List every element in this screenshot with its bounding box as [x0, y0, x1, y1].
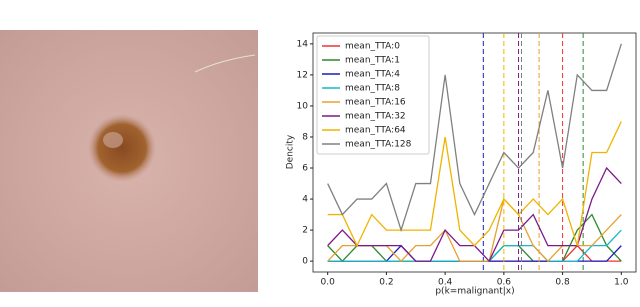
x-tick-label: 0.2 [379, 278, 393, 288]
x-tick-label: 1.0 [614, 278, 629, 288]
legend-box [316, 35, 430, 155]
x-axis-label: p(k=malignant|x) [435, 287, 514, 297]
y-tick-label: 8 [302, 132, 308, 142]
x-tick-label: 0.0 [321, 278, 336, 288]
y-axis-label: Dencity [286, 134, 296, 169]
legend-label: mean_TTA:8 [345, 84, 400, 94]
series-line [327, 244, 622, 262]
y-tick-label: 14 [297, 39, 309, 49]
y-tick-label: 12 [297, 70, 308, 80]
axes-frame [312, 32, 637, 273]
skin-photo [0, 30, 258, 292]
legend-label: mean_TTA:1 [345, 56, 400, 66]
y-tick-label: 4 [302, 195, 308, 205]
y-tick-label: 6 [302, 164, 308, 174]
series-line [327, 121, 622, 248]
legend-label: mean_TTA:0 [345, 42, 400, 52]
series-line [327, 43, 622, 233]
series-line [327, 213, 622, 263]
x-tick-label: 0.6 [497, 278, 512, 288]
legend-label: mean_TTA:4 [345, 70, 400, 80]
y-tick-label: 10 [297, 101, 309, 111]
legend-label: mean_TTA:32 [345, 112, 406, 122]
x-tick-label: 0.4 [438, 278, 453, 288]
y-tick-label: 0 [302, 257, 308, 267]
x-tick-label: 0.8 [555, 278, 570, 288]
y-tick-label: 2 [302, 226, 308, 236]
series-line [327, 244, 622, 262]
legend-label: mean_TTA:64 [345, 126, 406, 136]
legend-label: mean_TTA:128 [345, 140, 412, 150]
legend-label: mean_TTA:16 [345, 98, 406, 108]
